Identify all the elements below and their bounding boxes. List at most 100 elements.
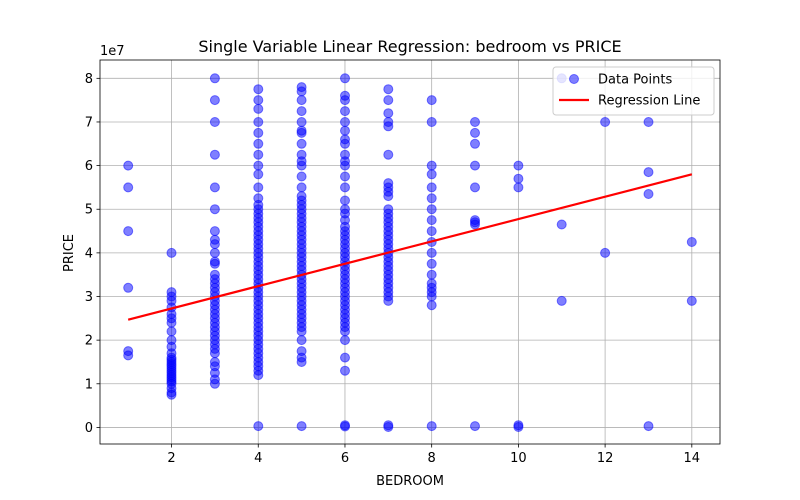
data-point	[253, 182, 264, 193]
data-point	[123, 282, 134, 293]
x-axis-ticks: 2 4 6 8 10 12 14	[167, 444, 700, 466]
data-point	[209, 204, 220, 215]
data-point	[340, 326, 350, 337]
data-point	[296, 182, 307, 193]
legend-label-regression-line: Regression Line	[598, 94, 700, 109]
data-point	[383, 191, 394, 202]
data-point	[643, 117, 654, 127]
data-point	[123, 160, 134, 171]
x-tick-label: 12	[597, 451, 614, 466]
data-point	[340, 95, 350, 106]
x-tick-label: 14	[684, 451, 701, 466]
legend-label-data-points: Data Points	[598, 73, 672, 88]
data-point	[340, 160, 350, 171]
data-point	[340, 73, 350, 84]
data-point	[383, 84, 394, 95]
data-point	[426, 193, 437, 204]
y-axis-label: PRICE	[62, 234, 77, 272]
data-point	[253, 169, 264, 180]
x-tick-label: 10	[510, 451, 527, 466]
data-point	[470, 421, 480, 432]
data-point	[340, 352, 350, 363]
data-point	[296, 171, 307, 182]
data-point	[209, 95, 220, 106]
data-point	[513, 182, 524, 193]
data-point	[253, 149, 264, 160]
data-point	[253, 103, 264, 114]
data-point	[209, 247, 220, 258]
data-point	[209, 226, 220, 237]
data-point	[209, 239, 220, 250]
y-offset-label: 1e7	[100, 44, 125, 59]
data-point	[296, 95, 307, 106]
data-point	[513, 173, 524, 184]
data-point	[253, 127, 264, 138]
data-point	[470, 160, 480, 171]
data-point	[296, 421, 307, 432]
data-point	[296, 138, 307, 149]
data-point	[426, 226, 437, 237]
data-point	[123, 350, 134, 361]
data-point	[296, 106, 307, 117]
data-point	[513, 422, 524, 432]
data-point	[296, 326, 307, 337]
data-point	[296, 160, 307, 171]
data-point	[600, 247, 611, 258]
x-tick-label: 2	[167, 451, 175, 466]
data-point	[643, 421, 654, 432]
data-point	[340, 421, 350, 432]
data-point	[426, 269, 437, 280]
data-point	[296, 86, 307, 97]
data-point	[166, 317, 177, 328]
y-tick-label: 2	[85, 334, 93, 349]
data-point	[470, 182, 480, 193]
data-point	[383, 95, 394, 106]
data-point	[209, 149, 220, 160]
data-point	[470, 127, 480, 138]
data-point	[340, 117, 350, 127]
y-tick-label: 0	[85, 421, 93, 436]
data-point	[340, 182, 350, 193]
data-points-layer	[123, 73, 697, 432]
data-point	[253, 160, 264, 171]
x-tick-label: 4	[254, 451, 262, 466]
data-point	[470, 219, 480, 230]
data-point	[340, 365, 350, 376]
data-point	[209, 378, 220, 389]
data-point	[166, 326, 177, 337]
legend-marker-data-points	[569, 74, 579, 84]
data-point	[513, 160, 524, 171]
data-point	[383, 121, 394, 132]
data-point	[296, 335, 307, 346]
y-tick-label: 3	[85, 290, 93, 305]
data-point	[209, 348, 220, 359]
data-point	[340, 335, 350, 346]
data-point	[383, 295, 394, 306]
data-point	[340, 138, 350, 149]
data-point	[426, 169, 437, 180]
data-point	[253, 421, 264, 432]
data-point	[383, 108, 394, 119]
y-tick-label: 4	[85, 246, 93, 261]
data-point	[253, 138, 264, 149]
data-point	[166, 247, 177, 258]
data-point	[426, 215, 437, 226]
plot-area-frame	[99, 59, 721, 445]
data-point	[426, 117, 437, 127]
data-point	[340, 195, 350, 206]
data-point	[340, 125, 350, 136]
data-point	[209, 258, 220, 269]
legend: Data Points Regression Line	[552, 66, 715, 116]
data-point	[426, 258, 437, 269]
data-point	[600, 117, 611, 127]
data-point	[426, 95, 437, 106]
data-point	[340, 106, 350, 117]
data-point	[209, 117, 220, 127]
y-axis-ticks: 0 1 2 3 4 5 6 7 8	[85, 72, 100, 436]
y-tick-label: 1	[85, 377, 93, 392]
data-point	[643, 189, 654, 199]
data-point	[296, 127, 307, 138]
data-point	[383, 422, 394, 432]
data-point	[426, 421, 437, 432]
